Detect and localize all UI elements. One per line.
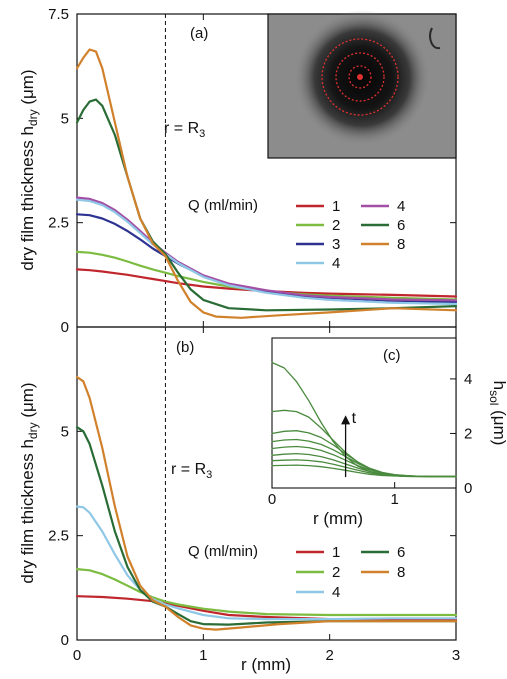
x-tick-label-c-0: 0 bbox=[268, 491, 276, 508]
x-tick-label-b-2: 2 bbox=[325, 647, 333, 664]
panel-a: 0 2.5 5 7.5 (a) r = R3 Q (ml/min) 1 2 3 4 bbox=[18, 6, 458, 336]
y-tick-label-a-3: 7.5 bbox=[48, 6, 69, 23]
photo-ring-outer bbox=[321, 38, 399, 116]
series-line-b-2-Q4 bbox=[75, 505, 458, 621]
x-tick-label-b-3: 3 bbox=[452, 647, 460, 664]
legend-b-label-2: 2 bbox=[332, 564, 340, 581]
x-tick-label-b-0: 0 bbox=[73, 647, 81, 664]
panel-a-ylabel: dry film thickness hdry (μm) bbox=[18, 69, 40, 270]
y-tick-label-a-0: 0 bbox=[61, 319, 69, 336]
y-tick-label-c-0: 0 bbox=[464, 480, 472, 497]
x-tick-label-b-1: 1 bbox=[199, 647, 207, 664]
panel-a-inset-photo bbox=[267, 10, 457, 159]
y-tick-label-a-2: 5 bbox=[61, 110, 69, 127]
panel-c-ticks: 0 1 0 2 4 bbox=[268, 371, 473, 508]
panel-b-r3-label: r = R3 bbox=[171, 461, 212, 481]
panel-c: 0 1 0 2 4 t (c) r (mm) hsol (μm) bbox=[268, 337, 507, 528]
panel-b-ticks: 0 1 2 3 0 2.5 5 bbox=[48, 327, 460, 664]
y-tick-label-b-2: 5 bbox=[61, 423, 69, 440]
panel-c-label: (c) bbox=[383, 347, 401, 364]
photo-ring-inner bbox=[348, 65, 372, 89]
series-line-a-0-Q1 bbox=[75, 268, 458, 298]
legend-a-label-6: 6 bbox=[397, 217, 405, 234]
panel-c-time-label: t bbox=[352, 410, 357, 427]
panel-c-series bbox=[271, 361, 457, 478]
legend-b-label-8: 8 bbox=[397, 564, 405, 581]
series-line-a-4-Q4 bbox=[75, 198, 458, 306]
panel-b-ylabel: dry film thickness hdry (μm) bbox=[18, 382, 40, 583]
legend-a-title: Q (ml/min) bbox=[188, 197, 258, 214]
legend-a-label-4-purple: 4 bbox=[397, 198, 405, 215]
panel-c-background bbox=[272, 338, 456, 488]
series-line-b-4-Q8 bbox=[75, 376, 458, 631]
photo-ring-middle bbox=[335, 52, 385, 102]
legend-b-title: Q (ml/min) bbox=[188, 543, 258, 560]
panel-b-label: (b) bbox=[176, 339, 194, 356]
legend-a-label-8: 8 bbox=[397, 236, 405, 253]
panel-b-series bbox=[75, 376, 458, 631]
panel-c-xlabel: r (mm) bbox=[313, 509, 363, 528]
panel-b-legend: Q (ml/min) 1 2 4 6 8 bbox=[188, 543, 405, 601]
panel-a-legend: Q (ml/min) 1 2 3 4 4 6 8 bbox=[188, 197, 405, 272]
y-tick-label-b-0: 0 bbox=[61, 632, 69, 649]
panel-a-label: (a) bbox=[190, 25, 208, 42]
panel-a-series bbox=[75, 48, 458, 319]
y-tick-label-c-1: 2 bbox=[464, 425, 472, 442]
panel-b: 0 1 2 3 0 2.5 5 (b) r = R3 Q (ml/min) 1 2 4 6 … bbox=[18, 326, 460, 674]
series-line-a-5-Q6 bbox=[75, 98, 458, 312]
series-line-b-1-Q2 bbox=[75, 568, 458, 617]
legend-b-label-1: 1 bbox=[332, 544, 340, 561]
panel-a-r3-label: r = R3 bbox=[164, 120, 205, 140]
legend-a-label-4-lightblue: 4 bbox=[332, 255, 340, 272]
photo-speck bbox=[429, 27, 441, 50]
panel-c-ylabel: hsol (μm) bbox=[487, 381, 507, 446]
legend-a-label-3: 3 bbox=[332, 236, 340, 253]
legend-a-label-2: 2 bbox=[332, 217, 340, 234]
series-line-b-0-Q1 bbox=[75, 595, 458, 622]
legend-b-label-6: 6 bbox=[397, 544, 405, 561]
series-line-a-6-Q8 bbox=[75, 48, 458, 319]
legend-b-label-4: 4 bbox=[332, 584, 340, 601]
y-tick-label-c-2: 4 bbox=[464, 371, 472, 388]
y-tick-label-a-1: 2.5 bbox=[48, 215, 69, 232]
x-tick-label-c-1: 1 bbox=[390, 491, 398, 508]
legend-a-label-1: 1 bbox=[332, 198, 340, 215]
series-line-c-7 bbox=[271, 464, 457, 478]
panel-b-xlabel: r (mm) bbox=[241, 655, 291, 674]
panel-c-frame bbox=[271, 337, 457, 489]
y-tick-label-b-1: 2.5 bbox=[48, 528, 69, 545]
photo-center-dot bbox=[357, 74, 363, 80]
